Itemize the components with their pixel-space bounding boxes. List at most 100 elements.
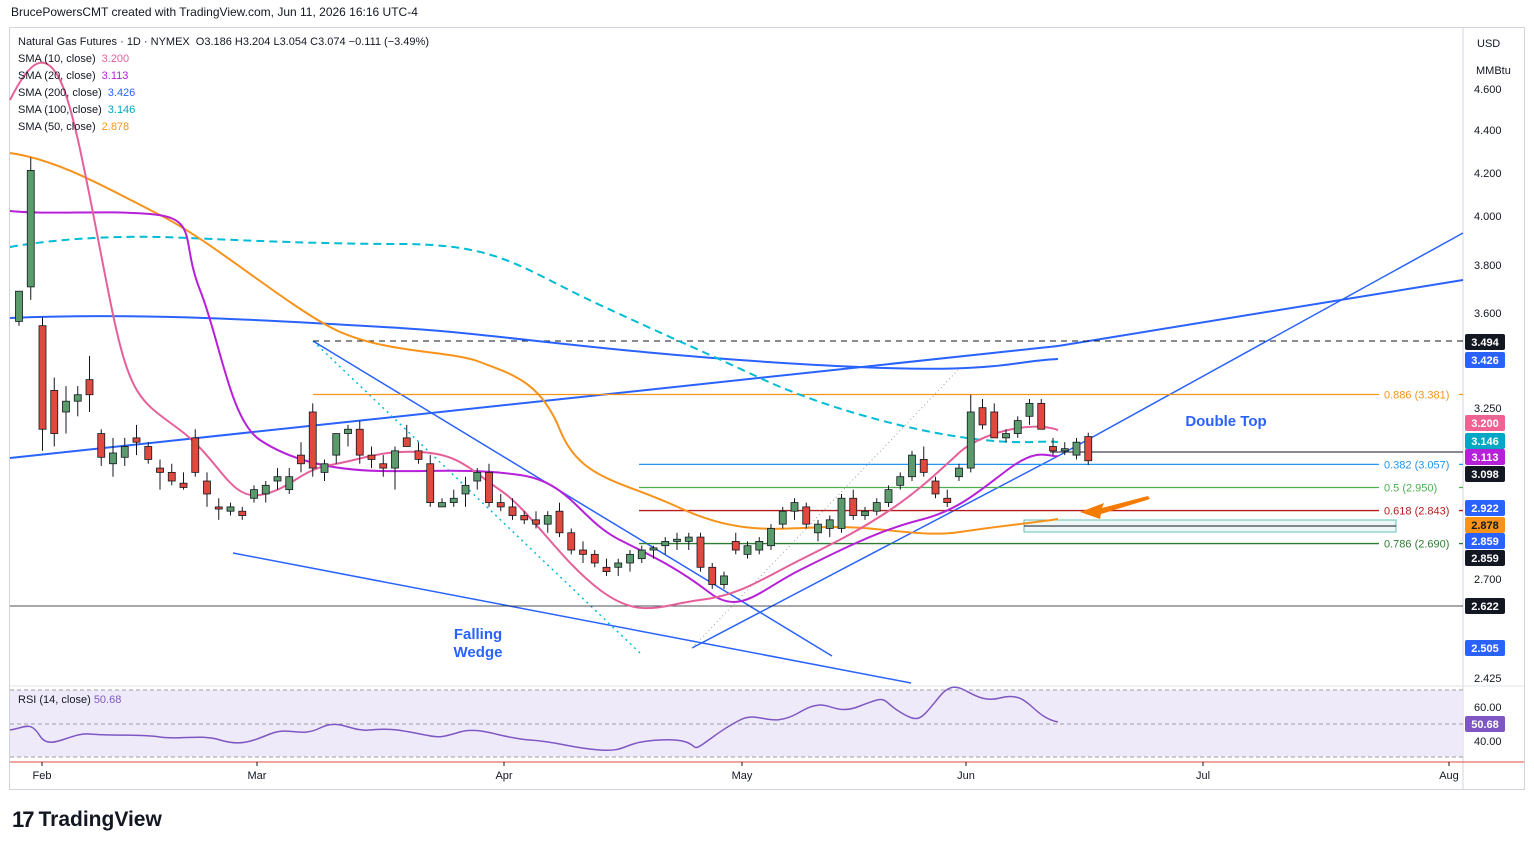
candle-body (673, 538, 681, 542)
candle-body (966, 411, 975, 469)
candle-body (872, 502, 881, 512)
candle-body (661, 541, 670, 547)
sma-label: SMA (200, close) (18, 87, 102, 99)
candle-body (320, 463, 329, 473)
month-label: Apr (495, 770, 512, 782)
fib-label-bg (1379, 457, 1459, 472)
fib-level-label: 0.886 (3.381) (1384, 390, 1449, 402)
price-tag: 3.113 (1465, 449, 1505, 465)
price-tag-value: 3.494 (1471, 337, 1499, 349)
rsi-tick: 60.00 (1474, 702, 1502, 714)
month-label: May (732, 770, 753, 782)
price-tag: 2.922 (1465, 500, 1505, 516)
candle-body (602, 566, 611, 573)
rsi-band (10, 690, 1463, 757)
candle-body (379, 463, 388, 469)
candle-body (778, 510, 787, 525)
orange-arrow (1080, 496, 1150, 519)
price-tag: 3.494 (1465, 334, 1505, 350)
sma-value: 3.113 (101, 70, 129, 82)
candle-body (203, 480, 211, 495)
sma-value: 3.146 (107, 104, 136, 116)
month-label: Aug (1439, 770, 1459, 782)
candle-body (1049, 446, 1057, 452)
candle-body (990, 411, 999, 439)
candle-body (226, 506, 235, 512)
double-top-label: Double Top (1185, 413, 1266, 430)
month-label: Feb (33, 770, 52, 782)
candle-body (97, 433, 106, 458)
price-tag-bg (1465, 598, 1505, 614)
candle-body (755, 541, 764, 551)
price-tag: 50.68 (1465, 716, 1505, 732)
price-tag: 2.505 (1465, 640, 1505, 656)
candle-body (896, 476, 905, 486)
price-tag-value: 2.859 (1471, 553, 1499, 565)
candle-body (684, 536, 693, 542)
price-tag-bg (1465, 334, 1505, 350)
price-tag: 2.878 (1465, 517, 1505, 533)
chart-frame[interactable] (9, 27, 1525, 790)
wedge-label: Wedge (454, 644, 503, 661)
candle-body (191, 437, 200, 473)
candle-body (579, 549, 587, 555)
candle-body (555, 510, 564, 534)
candle-body (344, 428, 352, 434)
price-tag-value: 2.859 (1471, 536, 1499, 548)
sma-label: SMA (20, close) (18, 70, 96, 82)
candle-body (720, 575, 728, 585)
candle-body (696, 536, 705, 568)
price-tag-bg (1465, 352, 1505, 368)
price-tag-value: 2.622 (1471, 601, 1499, 613)
price-tick: 2.700 (1474, 574, 1502, 586)
price-tag-value: 50.68 (1471, 719, 1499, 731)
symbol-label: Natural Gas Futures · 1D · NYMEX (18, 36, 190, 48)
falling-label: Falling (454, 626, 502, 643)
price-tag-value: 3.426 (1471, 355, 1499, 367)
candle-body (426, 463, 435, 503)
candle-body (1037, 402, 1046, 430)
price-tag-value: 3.146 (1471, 436, 1499, 448)
price-tick: 4.600 (1474, 84, 1502, 96)
candle-body (731, 541, 740, 551)
price-tag-bg (1465, 716, 1505, 732)
candle-body (919, 459, 928, 473)
candle-body (250, 489, 258, 499)
tradingview-logo-icon: 17 (12, 807, 35, 832)
candle-body (496, 502, 505, 508)
candle-body (884, 489, 893, 503)
candle-body (1060, 448, 1069, 452)
candle-body (73, 394, 82, 402)
candle-body (1025, 402, 1034, 417)
fib-label-bg (1379, 503, 1459, 518)
price-tag-bg (1465, 550, 1505, 566)
candle-body (109, 452, 117, 465)
fib-level-label: 0.618 (2.843) (1384, 506, 1449, 518)
candle-body (708, 566, 717, 585)
candle-body (273, 476, 282, 482)
rsi-legend: RSI (14, close) 50.68 (18, 694, 121, 706)
candle-body (837, 497, 846, 529)
month-label: Jun (957, 770, 975, 782)
candle-body (955, 467, 963, 478)
sma-label: SMA (50, close) (18, 121, 96, 133)
price-tick: 4.000 (1474, 211, 1502, 223)
candle-body (590, 553, 599, 564)
tradingview-logo[interactable]: 17 TradingView (12, 807, 162, 833)
month-label: Mar (248, 770, 267, 782)
sma-10-line (9, 61, 1059, 610)
candle-body (120, 446, 129, 458)
candle-body (814, 523, 822, 534)
ohlc-values: O3.186 H3.204 L3.054 C3.074 −0.111 (−3.4… (195, 36, 429, 48)
candle-body (849, 497, 858, 516)
sma-row-20: SMA (20, close) 3.113 (18, 68, 435, 85)
sma-value: 2.878 (101, 121, 130, 133)
axis-currency: USD (1477, 38, 1500, 50)
sma-label: SMA (100, close) (18, 104, 102, 116)
candle-body (355, 428, 364, 456)
candle-body (297, 454, 305, 465)
chart-credit: BrucePowersCMT created with TradingView.… (11, 5, 418, 19)
candle-body (508, 506, 517, 516)
rsi-tick: 40.00 (1474, 736, 1502, 748)
